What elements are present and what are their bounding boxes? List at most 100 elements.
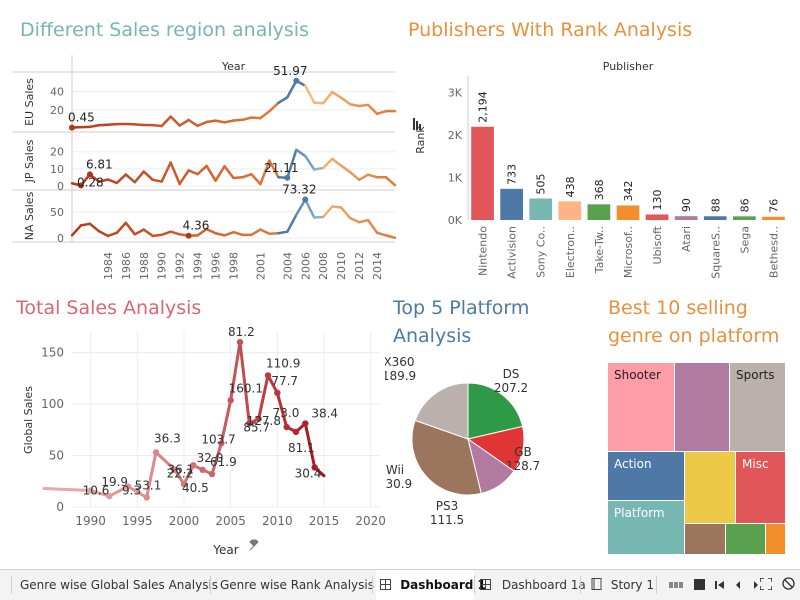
publisher-value-label: 368 xyxy=(593,179,606,200)
share-icon[interactable] xyxy=(778,570,798,600)
region-line-segment xyxy=(97,123,110,127)
total-marker xyxy=(227,397,234,404)
total-y-tick: 150 xyxy=(41,346,64,360)
publisher-y-label: Rank xyxy=(414,126,427,154)
total-x-tick: 2015 xyxy=(309,514,340,528)
publisher-bar xyxy=(558,201,582,220)
tab-story-1-label: Story 1 xyxy=(610,578,654,592)
pie-slice xyxy=(411,419,482,496)
pie-category-label: Wii xyxy=(386,463,404,477)
total-data-label: 36.3 xyxy=(154,431,181,445)
first-sheet-icon[interactable] xyxy=(712,570,728,600)
region-line-segment xyxy=(286,213,298,233)
region-line-segment xyxy=(339,96,352,106)
publisher-category-label: Microsof.. xyxy=(622,226,635,278)
pie-value-label: 111.5 xyxy=(430,513,464,527)
next-sheet-icon[interactable] xyxy=(748,570,764,600)
region-line-segment xyxy=(357,173,370,182)
total-line-segment xyxy=(238,340,251,425)
region-data-label: 0.45 xyxy=(68,111,95,125)
fullscreen-icon[interactable] xyxy=(756,570,776,600)
region-line-segment xyxy=(124,173,137,184)
publisher-bar xyxy=(616,205,640,220)
total-data-label: 77.7 xyxy=(271,374,298,388)
tab-dashboard-1[interactable]: Dashboard 1 xyxy=(376,570,486,600)
treemap-cell xyxy=(675,363,729,451)
total-marker xyxy=(255,415,262,422)
region-line-segment xyxy=(277,230,289,235)
treemap-cell: Misc xyxy=(736,452,785,523)
region-line-segment xyxy=(313,101,325,105)
total-data-label: 19.9 xyxy=(101,475,128,489)
pie-slice xyxy=(467,382,524,440)
treemap-cell xyxy=(726,524,765,554)
region-marker xyxy=(284,174,291,181)
region-line-segment xyxy=(304,198,316,219)
total-marker xyxy=(292,428,300,436)
region-line-segment xyxy=(115,221,128,234)
region-line-segment xyxy=(169,161,181,186)
total-data-label: 38.4 xyxy=(311,407,338,421)
region-series-label: JP Sales xyxy=(23,139,36,183)
region-x-tick: 1996 xyxy=(210,252,223,280)
region-y-tick: 10 xyxy=(50,163,64,176)
region-line-segment xyxy=(384,234,397,239)
region-y-tick: 0 xyxy=(57,232,64,245)
region-y-tick: 50 xyxy=(50,206,64,219)
region-marker xyxy=(86,171,93,178)
sort-icon[interactable] xyxy=(413,116,423,130)
region-data-label: 21.11 xyxy=(264,161,298,175)
pie-value-label: 128.7 xyxy=(506,459,540,473)
publisher-y-tick: 2K xyxy=(448,129,463,142)
total-data-label: 53.1 xyxy=(135,478,162,492)
region-x-tick: 1998 xyxy=(228,252,241,280)
region-line-segment xyxy=(241,116,253,122)
total-line-segment xyxy=(42,486,93,493)
region-line-segment xyxy=(348,103,361,108)
treemap-cell: Shooter xyxy=(608,363,674,451)
tab-dashboard-1a[interactable]: Dashboard 1a xyxy=(480,570,586,600)
region-line-segment xyxy=(250,228,262,237)
publisher-value-label: 88 xyxy=(709,198,722,212)
publisher-bar xyxy=(500,188,523,220)
region-line-segment xyxy=(151,178,163,183)
previous-sheet-icon[interactable] xyxy=(730,570,746,600)
region-line-segment xyxy=(196,164,208,176)
total-line-segment xyxy=(89,489,111,498)
filmstrip-view-icon[interactable] xyxy=(666,570,686,600)
region-x-tick: 1984 xyxy=(102,252,115,280)
region-line-segment xyxy=(106,122,119,126)
treemap-cell: Action xyxy=(608,452,684,500)
region-line-segment xyxy=(357,218,370,224)
region-line-segment xyxy=(366,218,379,234)
region-line-segment xyxy=(277,96,289,105)
sheet-view-icon[interactable] xyxy=(690,570,708,600)
total-marker xyxy=(246,420,253,427)
dashboard-icon xyxy=(380,570,392,600)
region-data-label: 51.97 xyxy=(273,64,307,78)
publisher-category-label: Take-Tw.. xyxy=(593,226,606,274)
region-line-segment xyxy=(295,148,307,158)
region-marker xyxy=(302,196,309,203)
total-y-tick: 50 xyxy=(49,449,64,463)
tab-genre-global-sales[interactable]: Genre wise Global Sales Analysis xyxy=(20,578,219,592)
region-data-label: 0.28 xyxy=(77,176,104,190)
total-marker xyxy=(152,449,160,456)
region-series-label: NA Sales xyxy=(23,191,36,240)
region-x-tick: 2006 xyxy=(299,252,312,280)
publisher-value-label: 86 xyxy=(738,198,751,212)
publisher-y-tick: 3K xyxy=(448,87,463,100)
tab-genre-rank[interactable]: Genre wise Rank Analysis xyxy=(220,578,374,592)
total-marker xyxy=(190,462,197,469)
publisher-category-label: Atari xyxy=(680,226,693,252)
region-line-segment xyxy=(79,222,92,227)
total-marker xyxy=(311,464,318,471)
region-line-segment xyxy=(375,231,388,237)
treemap-label: Misc xyxy=(742,457,769,471)
total-marker xyxy=(283,423,290,431)
region-line-segment xyxy=(178,169,190,186)
total-data-label: 81.2 xyxy=(228,325,255,339)
tab-story-1[interactable]: Story 1 xyxy=(591,570,654,600)
region-x-tick: 1992 xyxy=(174,252,187,280)
region-x-tick: 2014 xyxy=(371,252,384,280)
